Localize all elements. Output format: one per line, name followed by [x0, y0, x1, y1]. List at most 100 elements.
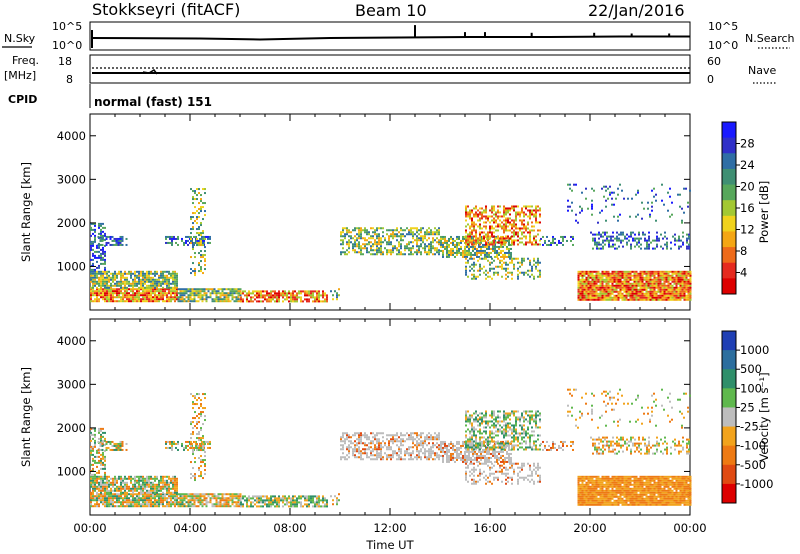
range-gate-cell [645, 288, 648, 291]
range-gate-cell [370, 227, 372, 230]
range-gate-cell [196, 238, 198, 241]
range-gate-cell [134, 481, 136, 484]
range-gate-cell [138, 497, 140, 500]
range-gate-cell [201, 296, 204, 299]
range-gate-cell [577, 221, 579, 224]
range-gate-cell [556, 243, 558, 246]
range-gate-cell [114, 489, 116, 492]
range-gate-cell [479, 217, 481, 220]
range-gate-cell [196, 188, 198, 191]
range-gate-cell [637, 191, 639, 194]
range-gate-cell [198, 208, 200, 211]
range-gate-cell [198, 244, 200, 247]
range-gate-cell [134, 270, 136, 273]
range-gate-cell [340, 253, 342, 256]
range-gate-cell [106, 493, 108, 496]
range-gate-cell [552, 241, 554, 244]
range-gate-cell [96, 485, 98, 488]
range-gate-cell [384, 239, 386, 242]
range-gate-cell [256, 501, 258, 504]
range-gate-cell [606, 237, 608, 240]
range-gate-cell [140, 485, 142, 488]
range-gate-cell [575, 183, 577, 186]
range-gate-cell [517, 239, 519, 242]
range-gate-cell [158, 487, 160, 490]
range-gate-cell [386, 243, 388, 246]
range-gate-cell [176, 288, 178, 291]
range-gate-cell [613, 280, 616, 283]
range-gate-cell [499, 215, 501, 218]
range-gate-cell [270, 294, 272, 297]
range-gate-cell [486, 251, 488, 254]
range-gate-cell [422, 247, 424, 250]
range-gate-cell [174, 278, 176, 281]
range-gate-cell [194, 397, 196, 400]
range-gate-cell [100, 288, 102, 291]
range-gate-cell [156, 475, 158, 478]
range-gate-cell [90, 475, 92, 478]
range-gate-cell [402, 239, 404, 242]
range-gate-cell [597, 278, 600, 281]
range-gate-cell [314, 495, 316, 498]
range-gate-cell [170, 286, 172, 289]
range-gate-cell [596, 233, 598, 236]
range-gate-cell [689, 282, 692, 285]
range-gate-cell [529, 239, 531, 242]
range-gate-cell [575, 219, 577, 222]
range-gate-cell [104, 232, 106, 235]
range-gate-cell [266, 294, 268, 297]
range-gate-cell [187, 294, 190, 297]
range-gate-cell [529, 213, 531, 216]
range-gate-cell [194, 425, 196, 428]
range-gate-cell [104, 268, 106, 271]
range-gate-cell [138, 288, 140, 291]
range-gate-cell [501, 267, 503, 270]
range-gate-cell [537, 205, 539, 208]
range-gate-cell [508, 243, 510, 246]
range-gate-cell [473, 239, 475, 242]
range-gate-cell [146, 294, 148, 297]
range-gate-cell [146, 288, 148, 291]
range-gate-cell [193, 493, 196, 496]
range-gate-cell [148, 298, 150, 301]
range-gate-cell [521, 259, 523, 262]
range-gate-cell [602, 239, 604, 242]
range-gate-cell [160, 274, 162, 277]
range-gate-cell [400, 237, 402, 240]
range-gate-cell [450, 235, 452, 238]
range-gate-cell [130, 282, 132, 285]
range-gate-cell [110, 282, 112, 285]
range-gate-cell [368, 233, 370, 236]
range-gate-cell [174, 296, 176, 299]
range-gate-cell [625, 288, 628, 291]
range-gate-cell [627, 288, 630, 291]
freq-bottom-tick: 8 [66, 73, 73, 86]
range-gate-cell [539, 271, 541, 274]
range-gate-cell [314, 290, 316, 293]
range-gate-cell [470, 253, 472, 256]
range-gate-cell [282, 294, 284, 297]
range-gate-cell [126, 282, 128, 285]
range-gate-cell [500, 255, 502, 258]
range-gate-cell [100, 499, 102, 502]
range-gate-cell [94, 238, 96, 241]
range-gate-cell [643, 286, 646, 289]
range-gate-cell [187, 501, 190, 504]
range-gate-cell [120, 483, 122, 486]
range-gate-cell [102, 435, 104, 438]
range-gate-cell [100, 429, 102, 432]
range-gate-cell [106, 499, 108, 502]
range-gate-cell [94, 445, 96, 448]
range-gate-cell [494, 255, 496, 258]
range-gate-cell [120, 479, 122, 482]
range-gate-cell [511, 259, 513, 262]
range-gate-cell [192, 262, 194, 265]
range-gate-cell [102, 487, 104, 490]
range-gate-cell [195, 505, 198, 508]
range-gate-cell [619, 286, 622, 289]
range-gate-cell [174, 477, 176, 480]
range-gate-cell [310, 296, 312, 299]
range-gate-cell [473, 269, 475, 272]
range-gate-cell [579, 292, 582, 295]
range-gate-cell [195, 444, 197, 447]
